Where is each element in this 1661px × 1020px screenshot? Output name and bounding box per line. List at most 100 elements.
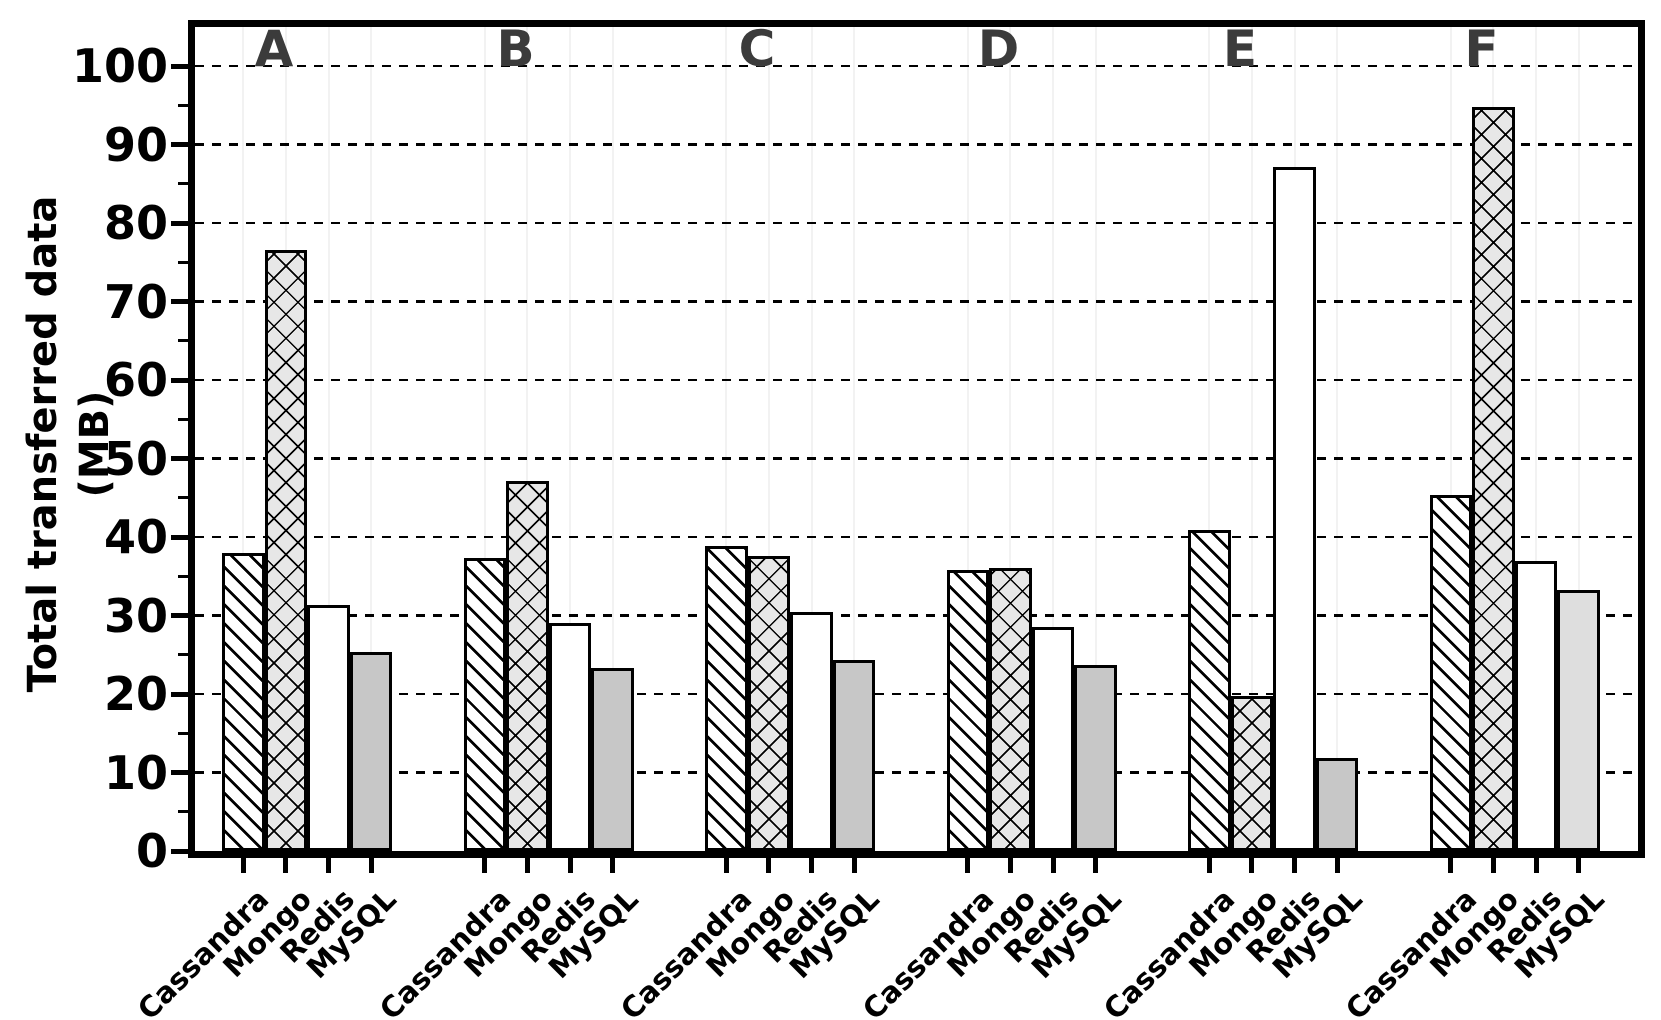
x-tick-A-Mongo	[283, 858, 289, 873]
v-gridline	[1577, 27, 1580, 851]
h-gridline-80	[195, 221, 1638, 225]
bar-A-MySQL	[349, 652, 393, 851]
y-tick-label-40: 40	[103, 510, 168, 564]
y-tick-label-70: 70	[103, 274, 168, 329]
y-tick-80	[171, 220, 188, 226]
v-gridline	[1250, 27, 1253, 851]
bar-A-Redis	[307, 605, 350, 851]
y-tick-70	[171, 299, 188, 304]
x-tick-B-Redis	[567, 858, 573, 873]
x-tick-A-MySQL	[368, 858, 374, 873]
y-tick-label-10: 10	[103, 745, 168, 800]
y-tick-label-20: 20	[103, 667, 168, 721]
group-label-E: E	[1222, 20, 1258, 78]
bar-F-Redis	[1514, 560, 1558, 851]
y-minor-tick-25	[178, 653, 188, 657]
bar-C-Redis	[790, 612, 833, 851]
y-minor-tick-15	[178, 731, 188, 735]
y-tick-30	[171, 613, 188, 618]
x-tick-D-Cassandra	[965, 858, 971, 873]
bar-B-Cassandra	[463, 558, 507, 851]
x-tick-C-MySQL	[851, 858, 857, 873]
v-gridline	[1208, 27, 1211, 851]
v-gridline	[611, 27, 614, 851]
group-label-B: B	[496, 20, 535, 78]
bar-B-Mongo	[506, 481, 549, 851]
v-gridline	[1336, 27, 1339, 851]
v-gridline	[725, 27, 728, 851]
y-minor-tick-65	[178, 339, 188, 343]
bar-C-MySQL	[832, 660, 876, 851]
bar-C-Cassandra	[705, 545, 748, 851]
v-gridline	[327, 27, 330, 851]
group-label-A: A	[254, 20, 294, 78]
v-gridline	[483, 27, 486, 851]
y-tick-label-0: 0	[135, 824, 168, 878]
y-tick-label-80: 80	[103, 196, 168, 250]
bar-F-Mongo	[1472, 106, 1515, 851]
y-minor-tick-75	[178, 260, 188, 264]
v-gridline	[1094, 27, 1097, 851]
y-minor-tick-95	[178, 103, 188, 107]
h-gridline-40	[195, 535, 1638, 539]
y-tick-0	[171, 848, 188, 854]
x-tick-C-Cassandra	[723, 858, 729, 873]
bar-D-Cassandra	[946, 569, 990, 851]
y-tick-100	[171, 63, 188, 69]
h-gridline-20	[195, 692, 1638, 696]
y-minor-tick-85	[178, 182, 188, 186]
v-gridline	[242, 27, 245, 851]
y-tick-label-30: 30	[103, 588, 168, 643]
x-tick-F-Mongo	[1490, 858, 1496, 873]
y-tick-label-100: 100	[71, 39, 168, 93]
bar-D-MySQL	[1074, 664, 1117, 851]
h-gridline-10	[195, 771, 1638, 774]
y-tick-50	[171, 456, 188, 461]
h-gridline-100	[195, 64, 1638, 68]
group-label-F: F	[1464, 20, 1499, 78]
x-tick-F-MySQL	[1576, 858, 1582, 873]
x-tick-A-Redis	[326, 858, 331, 873]
y-tick-10	[171, 770, 188, 775]
bar-D-Mongo	[989, 567, 1032, 851]
h-gridline-50	[195, 457, 1638, 460]
bar-E-Redis	[1273, 167, 1316, 851]
x-tick-A-Cassandra	[240, 858, 246, 873]
y-minor-tick-55	[178, 417, 188, 421]
y-tick-40	[171, 534, 188, 540]
x-tick-D-MySQL	[1093, 858, 1099, 873]
v-gridline	[810, 27, 813, 851]
bar-B-MySQL	[591, 668, 634, 851]
v-gridline	[1052, 27, 1054, 851]
x-tick-F-Redis	[1533, 858, 1539, 873]
h-gridline-30	[195, 614, 1638, 617]
x-tick-C-Mongo	[766, 858, 772, 873]
y-tick-20	[171, 691, 188, 697]
y-minor-tick-35	[178, 574, 188, 578]
v-gridline	[966, 27, 969, 851]
v-gridline	[767, 27, 770, 851]
bar-A-Cassandra	[222, 552, 265, 851]
bar-E-MySQL	[1315, 758, 1359, 851]
y-tick-label-90: 90	[103, 117, 168, 172]
h-gridline-90	[195, 143, 1638, 146]
y-minor-tick-45	[178, 496, 188, 500]
plot-frame	[188, 20, 1645, 858]
y-minor-tick-5	[178, 810, 188, 814]
plot-area	[195, 27, 1638, 851]
v-gridline	[526, 27, 529, 851]
bar-C-Mongo	[747, 555, 791, 851]
v-gridline	[1535, 27, 1537, 851]
x-tick-E-Cassandra	[1206, 858, 1212, 873]
group-label-D: D	[977, 20, 1020, 78]
h-gridline-70	[195, 300, 1638, 303]
v-gridline	[853, 27, 856, 851]
bar-A-Mongo	[264, 250, 308, 851]
bar-E-Mongo	[1230, 696, 1274, 851]
h-gridline-60	[195, 378, 1638, 382]
x-tick-E-MySQL	[1334, 858, 1340, 873]
x-tick-B-Cassandra	[482, 858, 488, 873]
y-tick-90	[171, 142, 188, 147]
x-tick-B-MySQL	[610, 858, 616, 873]
